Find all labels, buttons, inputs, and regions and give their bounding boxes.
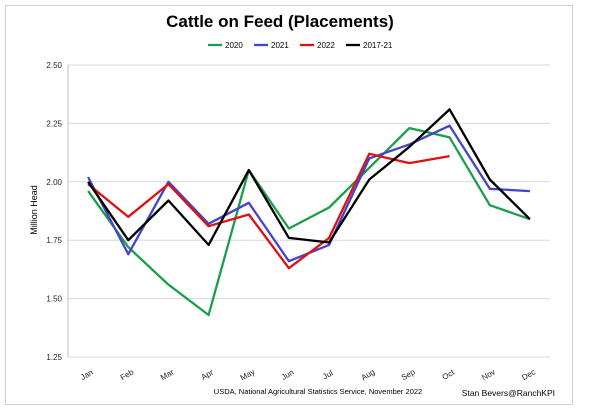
series-line-2022 bbox=[87, 152, 450, 270]
x-tick-label: Nov bbox=[480, 367, 497, 382]
y-tick-label: 2.25 bbox=[46, 119, 62, 128]
x-tick-label: Jan bbox=[79, 368, 95, 382]
x-tick-label: May bbox=[239, 367, 257, 382]
series-lines bbox=[87, 108, 531, 317]
series-line-2020 bbox=[87, 126, 531, 317]
credit-note: Stan Bevers@RanchKPI bbox=[462, 388, 555, 398]
source-note: USDA, National Agricultural Statistics S… bbox=[214, 387, 422, 396]
x-tick-label: Sep bbox=[400, 367, 417, 382]
x-tick-label: Apr bbox=[200, 368, 216, 382]
x-tick-label: Jul bbox=[321, 368, 335, 381]
x-tick-label: Feb bbox=[119, 367, 136, 382]
legend-label: 2020 bbox=[225, 41, 243, 50]
grid bbox=[67, 64, 550, 358]
x-tick-label: Oct bbox=[441, 367, 457, 381]
y-axis-label: Million Head bbox=[29, 185, 39, 235]
x-tick-label: Aug bbox=[360, 367, 377, 382]
x-tick-label: Jun bbox=[280, 368, 296, 382]
legend: 2020 2021 2022 2017-21 bbox=[208, 41, 393, 50]
y-tick-label: 2.00 bbox=[46, 178, 62, 187]
y-tick-label: 1.75 bbox=[46, 236, 62, 245]
x-axis-ticks: Jan Feb Mar Apr May Jun Jul Aug Sep Oct Nov Dec bbox=[79, 367, 537, 382]
legend-label: 2017-21 bbox=[363, 41, 393, 50]
chart-title: Cattle on Feed (Placements) bbox=[166, 12, 394, 31]
legend-label: 2022 bbox=[317, 41, 335, 50]
y-tick-label: 1.50 bbox=[46, 295, 62, 304]
x-tick-label: Dec bbox=[520, 367, 537, 382]
legend-label: 2021 bbox=[271, 41, 289, 50]
y-tick-label: 1.25 bbox=[46, 353, 62, 362]
x-tick-label: Mar bbox=[159, 367, 176, 382]
y-tick-label: 2.50 bbox=[46, 61, 62, 70]
y-axis-ticks: 1.25 1.50 1.75 2.00 2.25 2.50 bbox=[46, 61, 62, 362]
chart-frame bbox=[5, 5, 573, 405]
series-line-2017-21 bbox=[87, 108, 531, 247]
